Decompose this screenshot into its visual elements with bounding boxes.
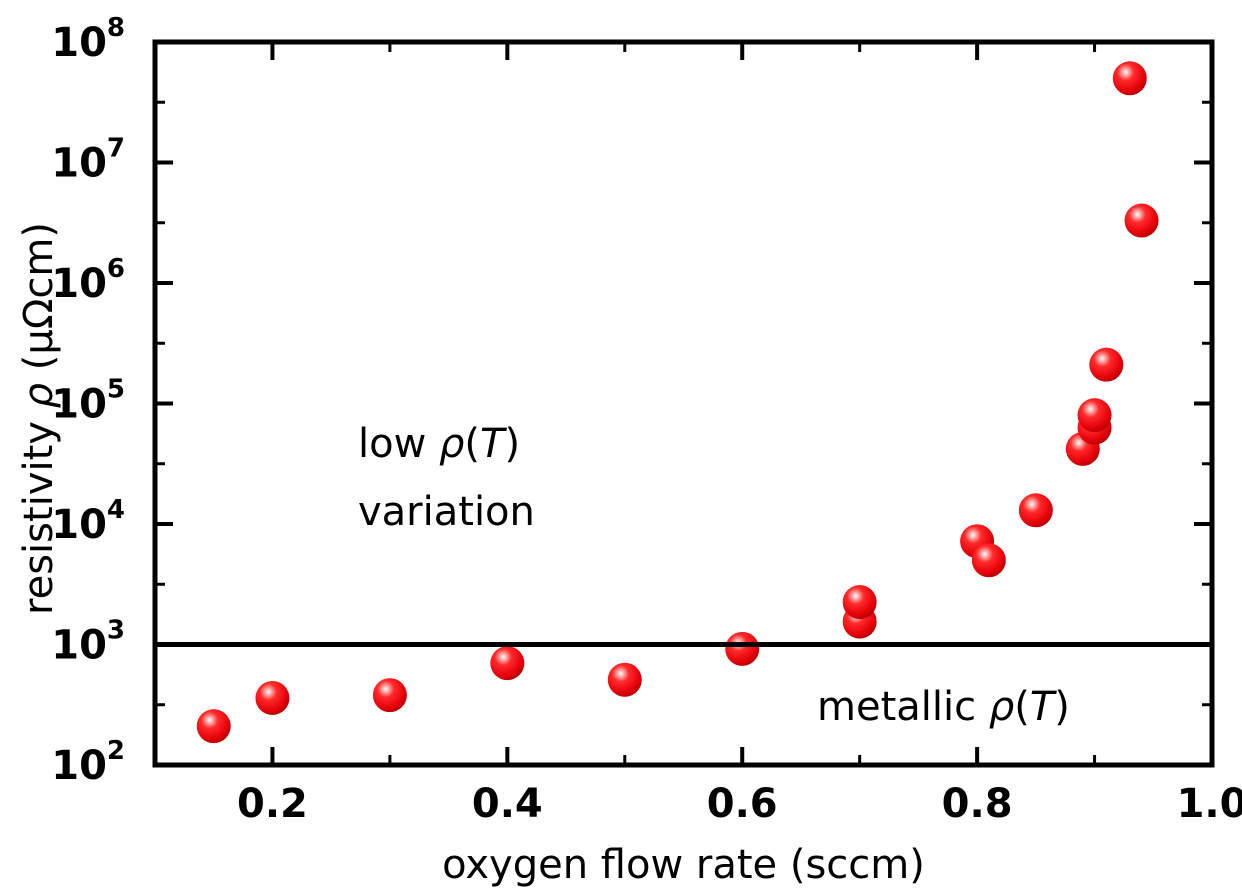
data-point (1089, 347, 1124, 382)
annotation-open-paren: ( (464, 421, 480, 467)
x-tick-label: 0.4 (472, 781, 543, 827)
y-tick-label: 105 (51, 375, 125, 428)
plot-frame (152, 39, 1215, 768)
x-tick-label: 1.0 (1177, 781, 1242, 827)
y-tick-label: 108 (51, 13, 125, 66)
data-point (971, 543, 1006, 578)
y-tick-label: 102 (51, 736, 125, 789)
y-tick-exponent: 6 (107, 254, 125, 284)
annotation-T-symbol: T (1030, 684, 1058, 730)
annotation-low-word: low (358, 421, 439, 467)
y-tick-base: 10 (51, 502, 107, 548)
data-point (196, 709, 231, 744)
data-point (725, 631, 760, 666)
y-tick-base: 10 (51, 382, 107, 428)
y-tick-base: 10 (51, 141, 107, 187)
y-tick-label: 107 (51, 134, 125, 187)
data-point (372, 678, 407, 713)
y-tick-exponent: 2 (107, 736, 125, 766)
data-point (1077, 398, 1112, 433)
y-tick-exponent: 4 (107, 495, 125, 525)
x-tick-labels: 0.2 0.4 0.6 0.8 1.0 (237, 781, 1242, 827)
annotation-close-paren: ) (1054, 684, 1070, 730)
annotation-open-paren: ( (1014, 684, 1030, 730)
annotation-variation: variation (358, 489, 535, 535)
y-tick-exponent: 8 (107, 13, 125, 43)
axis-ticks (153, 40, 1214, 767)
y-tick-label: 106 (51, 254, 125, 307)
y-axis-label-prefix: resistivity (16, 408, 62, 615)
y-tick-exponent: 5 (107, 375, 125, 405)
x-tick-label: 0.8 (942, 781, 1013, 827)
annotation-low-rho: low ρ(T) (358, 421, 520, 467)
annotation-metallic-word: metallic (817, 684, 989, 730)
data-point (1124, 203, 1159, 238)
x-tick-label: 0.6 (707, 781, 778, 827)
annotation-metallic-rho: metallic ρ(T) (817, 684, 1070, 730)
data-point (1018, 493, 1053, 528)
y-tick-label: 104 (51, 495, 125, 548)
data-point (1112, 61, 1147, 96)
data-point (255, 680, 290, 715)
y-tick-exponent: 3 (107, 616, 125, 646)
annotation-close-paren: ) (504, 421, 520, 467)
annotation-rho-symbol: ρ (439, 421, 464, 467)
y-tick-base: 10 (51, 743, 107, 789)
data-point (607, 662, 642, 697)
y-axis-label-unit: (μΩcm) (16, 222, 62, 383)
x-axis-label: oxygen flow rate (sccm) (442, 842, 925, 888)
annotation-T-symbol: T (480, 421, 508, 467)
y-axis-label: resistivity ρ (μΩcm) (16, 222, 62, 615)
y-tick-base: 10 (51, 623, 107, 669)
y-axis-label-symbol: ρ (16, 383, 62, 408)
annotation-rho-symbol: ρ (989, 684, 1014, 730)
data-point (842, 585, 877, 620)
y-tick-base: 10 (51, 20, 107, 66)
y-tick-label: 103 (51, 616, 125, 669)
y-tick-base: 10 (51, 261, 107, 307)
x-tick-label: 0.2 (237, 781, 308, 827)
y-tick-exponent: 7 (107, 134, 125, 164)
data-points (196, 61, 1159, 744)
data-point (490, 646, 525, 681)
